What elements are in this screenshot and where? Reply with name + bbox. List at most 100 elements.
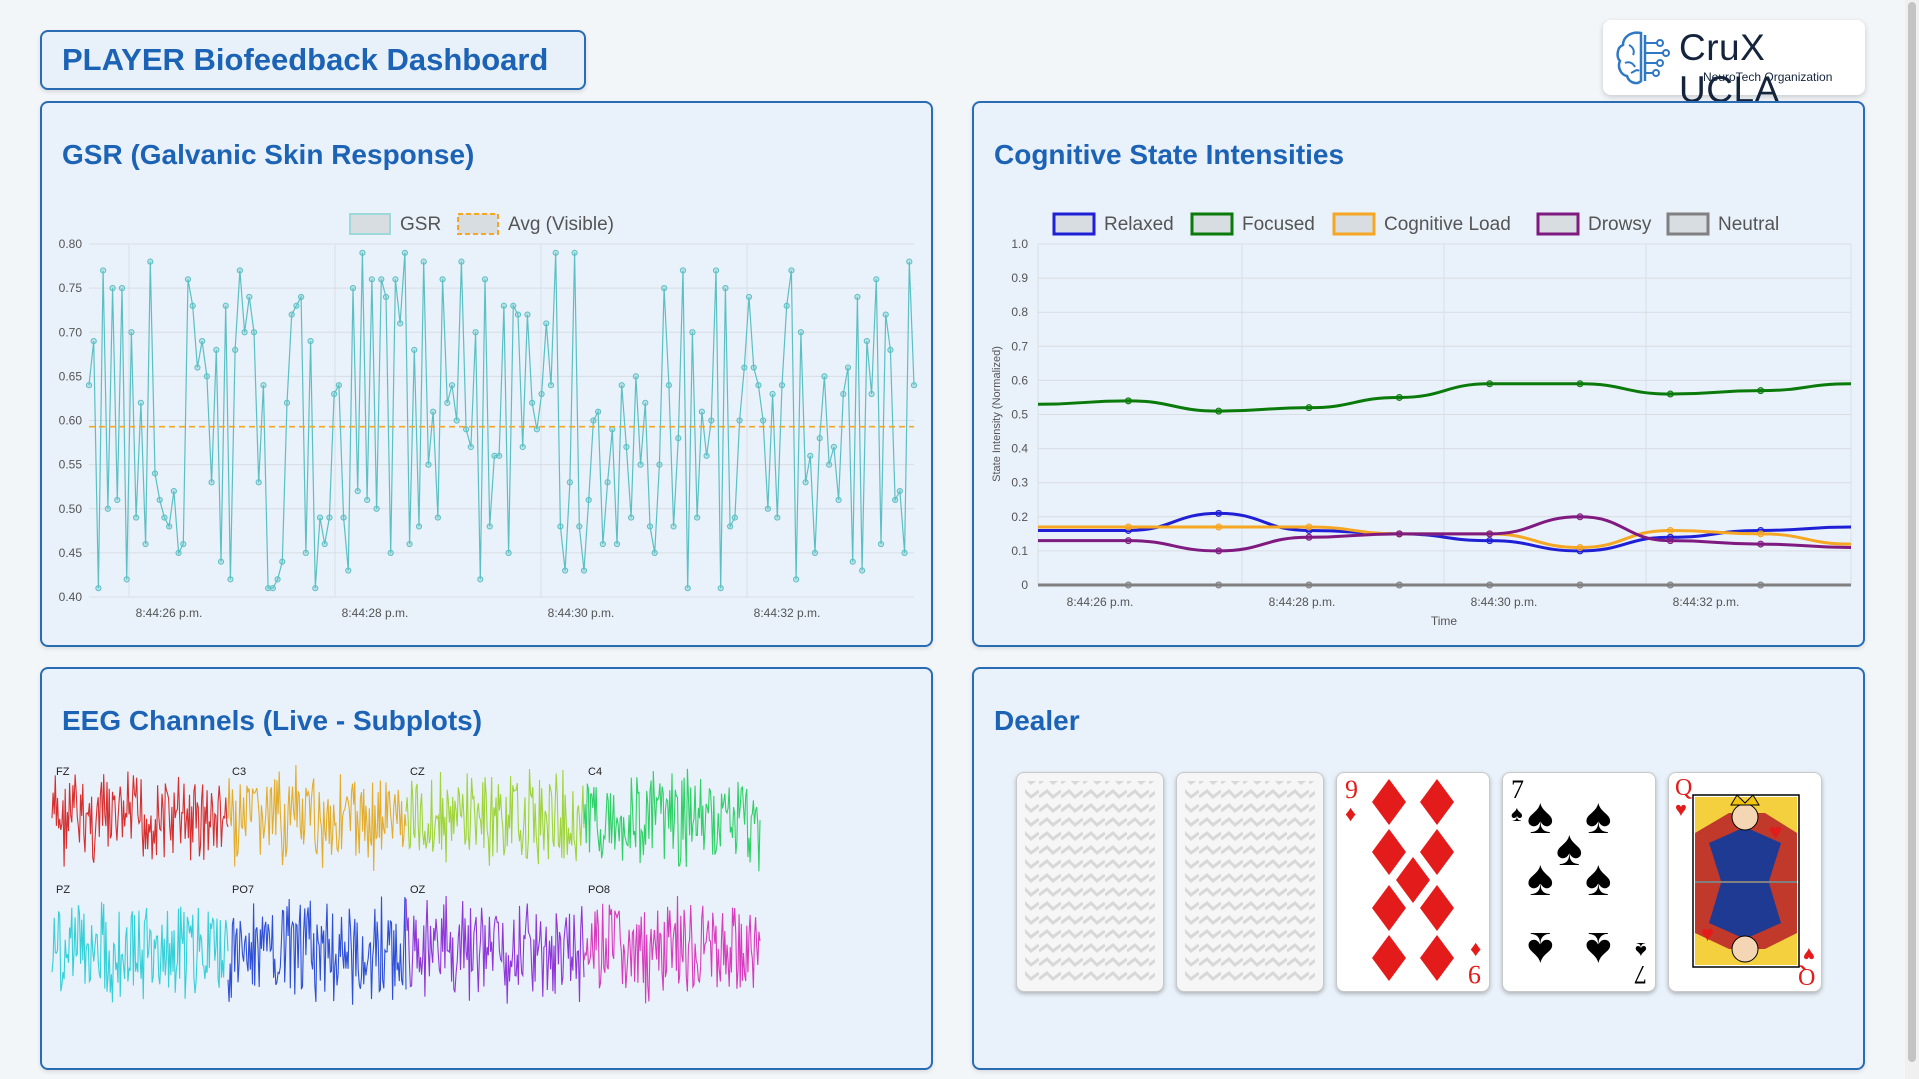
svg-text:♥: ♥	[1769, 819, 1782, 844]
card-suit-corner: ♦	[1345, 801, 1357, 826]
gsr-x-tick-label: 8:44:30 p.m.	[548, 606, 615, 620]
cog-point	[1666, 581, 1674, 589]
cog-point	[1305, 404, 1313, 412]
gsr-point	[599, 540, 606, 548]
spade-pip: ♠	[1585, 922, 1612, 978]
gsr-point	[896, 488, 903, 495]
gsr-point	[425, 461, 432, 468]
gsr-point	[90, 337, 97, 345]
gsr-y-tick-label: 0.60	[59, 414, 83, 428]
gsr-legend-label: GSR	[400, 214, 441, 235]
cog-y-tick-label: 0.2	[1011, 510, 1028, 524]
gsr-point	[175, 549, 182, 556]
gsr-point	[500, 302, 507, 309]
card-seven-of-spades: 7 ♠ 7 ♠ ♠ ♠ ♠ ♠ ♠ ♠ ♠	[1502, 772, 1656, 992]
gsr-point	[562, 567, 569, 574]
cog-legend-swatch	[1190, 212, 1234, 236]
gsr-point	[618, 382, 625, 389]
gsr-point	[481, 276, 489, 283]
gsr-point	[321, 540, 328, 548]
cog-y-tick-label: 0.3	[1011, 476, 1028, 490]
gsr-point	[906, 258, 913, 265]
gsr-point	[486, 523, 493, 530]
gsr-point	[868, 390, 875, 398]
cog-y-tick-label: 0.4	[1011, 442, 1028, 456]
gsr-point	[807, 452, 814, 459]
cog-legend-swatch	[1052, 212, 1096, 236]
cog-point	[1215, 509, 1223, 517]
gsr-point	[448, 382, 456, 389]
gsr-point	[571, 249, 578, 256]
cog-legend-swatch	[1332, 212, 1376, 236]
gsr-point	[722, 285, 729, 292]
gsr-point	[811, 549, 819, 556]
gsr-point	[293, 302, 300, 309]
gsr-point	[844, 364, 852, 371]
gsr-chart: 0.80 0.75 0.70 0.65 0.60 0.55 0.50 0.45 0.40 8:44…	[59, 213, 918, 620]
gsr-point	[368, 276, 375, 283]
gsr-point	[552, 249, 559, 256]
gsr-point	[156, 496, 163, 504]
gsr-point	[670, 523, 677, 530]
gsr-point	[910, 382, 918, 389]
gsr-point	[453, 417, 460, 424]
cog-x-tick-label: 8:44:32 p.m.	[1673, 595, 1740, 609]
svg-text:♥: ♥	[1701, 921, 1714, 946]
gsr-point	[359, 249, 366, 256]
gsr-point	[717, 585, 724, 592]
eeg-channel-trace	[51, 771, 229, 867]
gsr-point	[609, 426, 616, 433]
cog-point	[1757, 387, 1765, 395]
scrollbar-thumb[interactable]	[1908, 2, 1916, 1062]
gsr-point	[335, 382, 342, 389]
crux-logo: CruX UCLA NeuroTech Organization	[1603, 20, 1865, 110]
card-rank: Q	[1675, 775, 1693, 801]
gsr-point	[463, 426, 470, 433]
gsr-point	[208, 479, 215, 486]
diamond-pips	[1372, 779, 1454, 981]
gsr-point	[100, 267, 107, 274]
gsr-x-tick-label: 8:44:28 p.m.	[342, 606, 409, 620]
cognitive-chart: 1.0 0.9 0.8 0.7 0.6 0.5 0.4 0.3 0.2 0.1 0 8:44:26 p…	[991, 212, 1852, 628]
cog-point	[1576, 543, 1584, 551]
eeg-panel-title: EEG Channels (Live - Subplots)	[62, 705, 483, 736]
gsr-point	[415, 523, 423, 530]
gsr-point	[651, 549, 658, 556]
gsr-point	[298, 293, 305, 301]
gsr-point	[830, 443, 837, 451]
gsr-point	[750, 364, 757, 371]
eeg-channel-trace	[51, 902, 229, 1003]
eeg-channel-label: C4	[588, 766, 602, 778]
cog-legend-label: Focused	[1242, 214, 1315, 235]
cog-legend-label: Drowsy	[1588, 214, 1652, 235]
gsr-panel-title: GSR (Galvanic Skin Response)	[62, 139, 475, 170]
cog-y-tick-label: 0	[1021, 578, 1028, 592]
gsr-point	[533, 426, 540, 433]
brain-circuit-icon	[1616, 31, 1670, 85]
gsr-point	[128, 329, 135, 336]
cog-y-tick-label: 0.1	[1011, 544, 1028, 558]
gsr-point	[184, 276, 192, 283]
gsr-point	[604, 479, 611, 486]
gsr-point	[778, 382, 786, 389]
cog-series-line	[1037, 515, 1852, 553]
gsr-point	[826, 461, 833, 468]
gsr-point	[203, 373, 210, 380]
cog-point	[1486, 380, 1494, 388]
gsr-point	[859, 567, 866, 574]
card-back-pattern	[1025, 781, 1155, 983]
gsr-point	[434, 514, 441, 521]
gsr-point	[236, 267, 243, 274]
gsr-point	[312, 585, 319, 592]
cog-point	[1486, 581, 1494, 589]
gsr-point	[114, 496, 121, 504]
gsr-point	[741, 364, 748, 371]
gsr-point	[637, 461, 644, 468]
gsr-point	[260, 382, 267, 389]
gsr-point	[109, 285, 116, 292]
gsr-point	[161, 514, 168, 521]
eeg-channel-trace	[405, 768, 585, 866]
gsr-point	[316, 514, 324, 521]
gsr-point	[217, 558, 225, 565]
page-scrollbar[interactable]	[1905, 0, 1919, 1079]
